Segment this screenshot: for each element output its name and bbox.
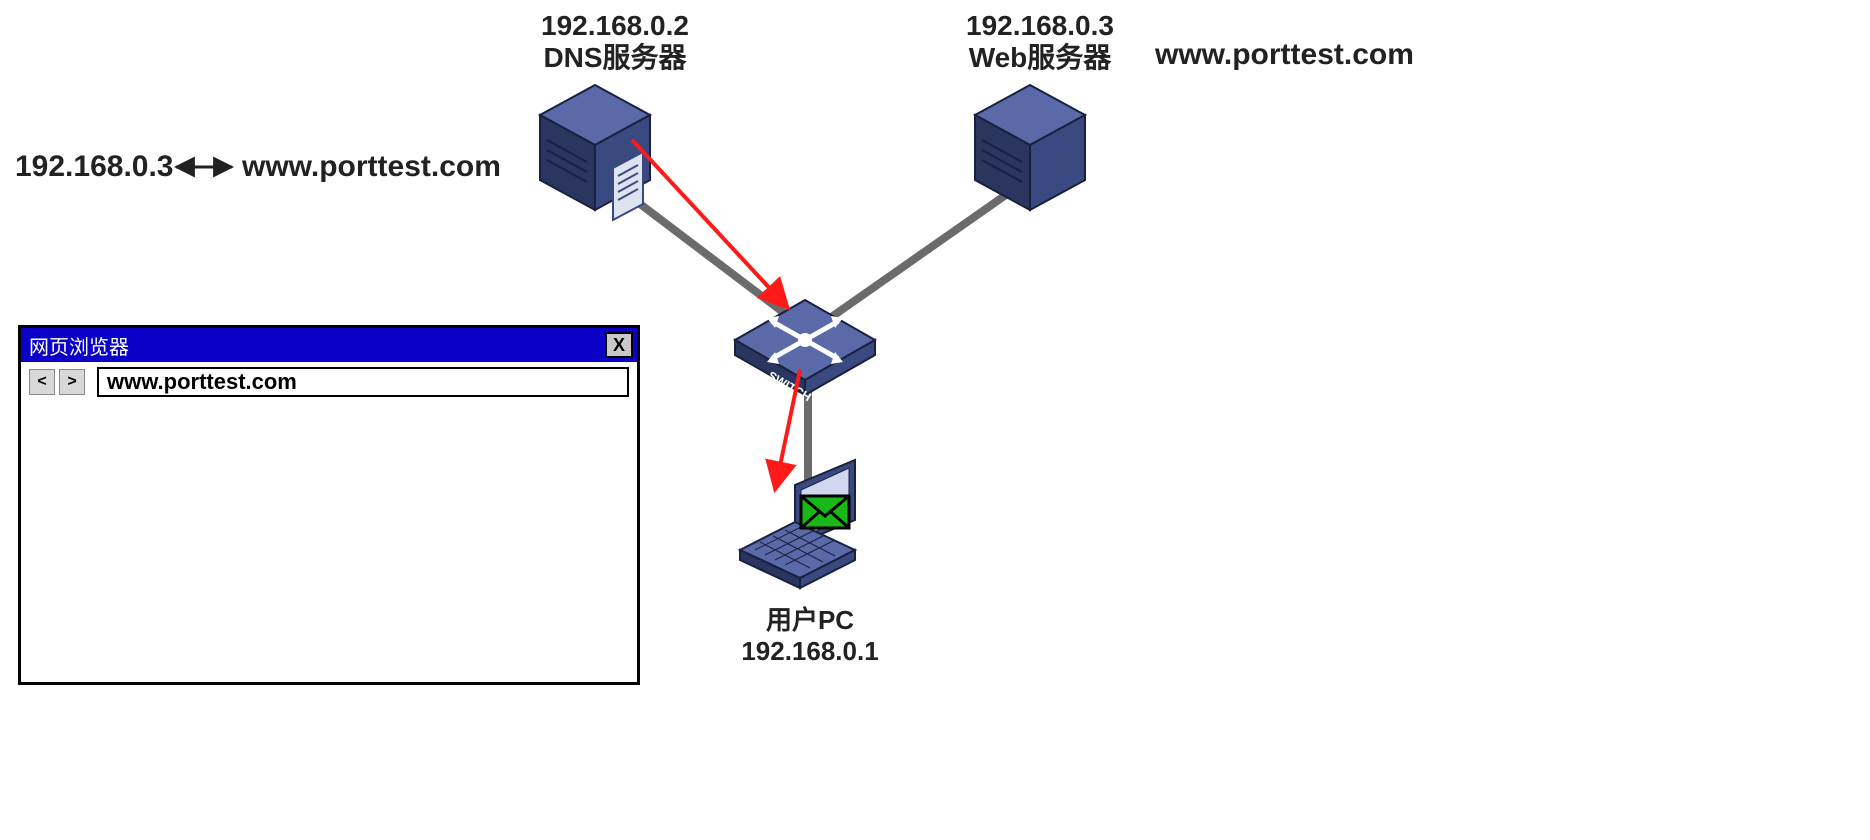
user-pc-icon — [740, 460, 855, 588]
web-domain-label: www.porttest.com — [1155, 38, 1414, 72]
dns-server-icon — [540, 85, 650, 220]
dns-server-label: 192.168.0.2 DNS服务器 — [505, 10, 725, 74]
web-server-label: 192.168.0.3 Web服务器 — [930, 10, 1150, 74]
browser-address-bar[interactable]: www.porttest.com — [97, 367, 629, 397]
link-web-switch — [820, 185, 1020, 325]
envelope-icon — [801, 496, 849, 528]
browser-toolbar: < > www.porttest.com — [21, 362, 637, 402]
link-dns-switch — [615, 185, 800, 325]
web-name: Web服务器 — [930, 42, 1150, 74]
browser-titlebar: 网页浏览器 X — [21, 328, 637, 362]
browser-forward-button[interactable]: > — [59, 369, 85, 395]
web-ip: 192.168.0.3 — [930, 10, 1150, 42]
dns-ip: 192.168.0.2 — [505, 10, 725, 42]
browser-title: 网页浏览器 — [29, 331, 129, 360]
arrow-dns-to-switch — [632, 140, 788, 308]
switch-icon: SWITCH — [735, 300, 875, 404]
browser-close-button[interactable]: X — [605, 332, 633, 358]
browser-back-button[interactable]: < — [29, 369, 55, 395]
pc-label: 用户PC 192.168.0.1 — [720, 605, 900, 667]
pc-ip: 192.168.0.1 — [720, 636, 900, 667]
pc-name: 用户PC — [720, 605, 900, 636]
browser-window: 网页浏览器 X < > www.porttest.com — [18, 325, 640, 685]
dns-map-ip: 192.168.0.3 — [15, 150, 173, 184]
dns-name: DNS服务器 — [505, 42, 725, 74]
web-server-icon — [975, 85, 1085, 210]
dns-map-domain: www.porttest.com — [242, 150, 501, 184]
